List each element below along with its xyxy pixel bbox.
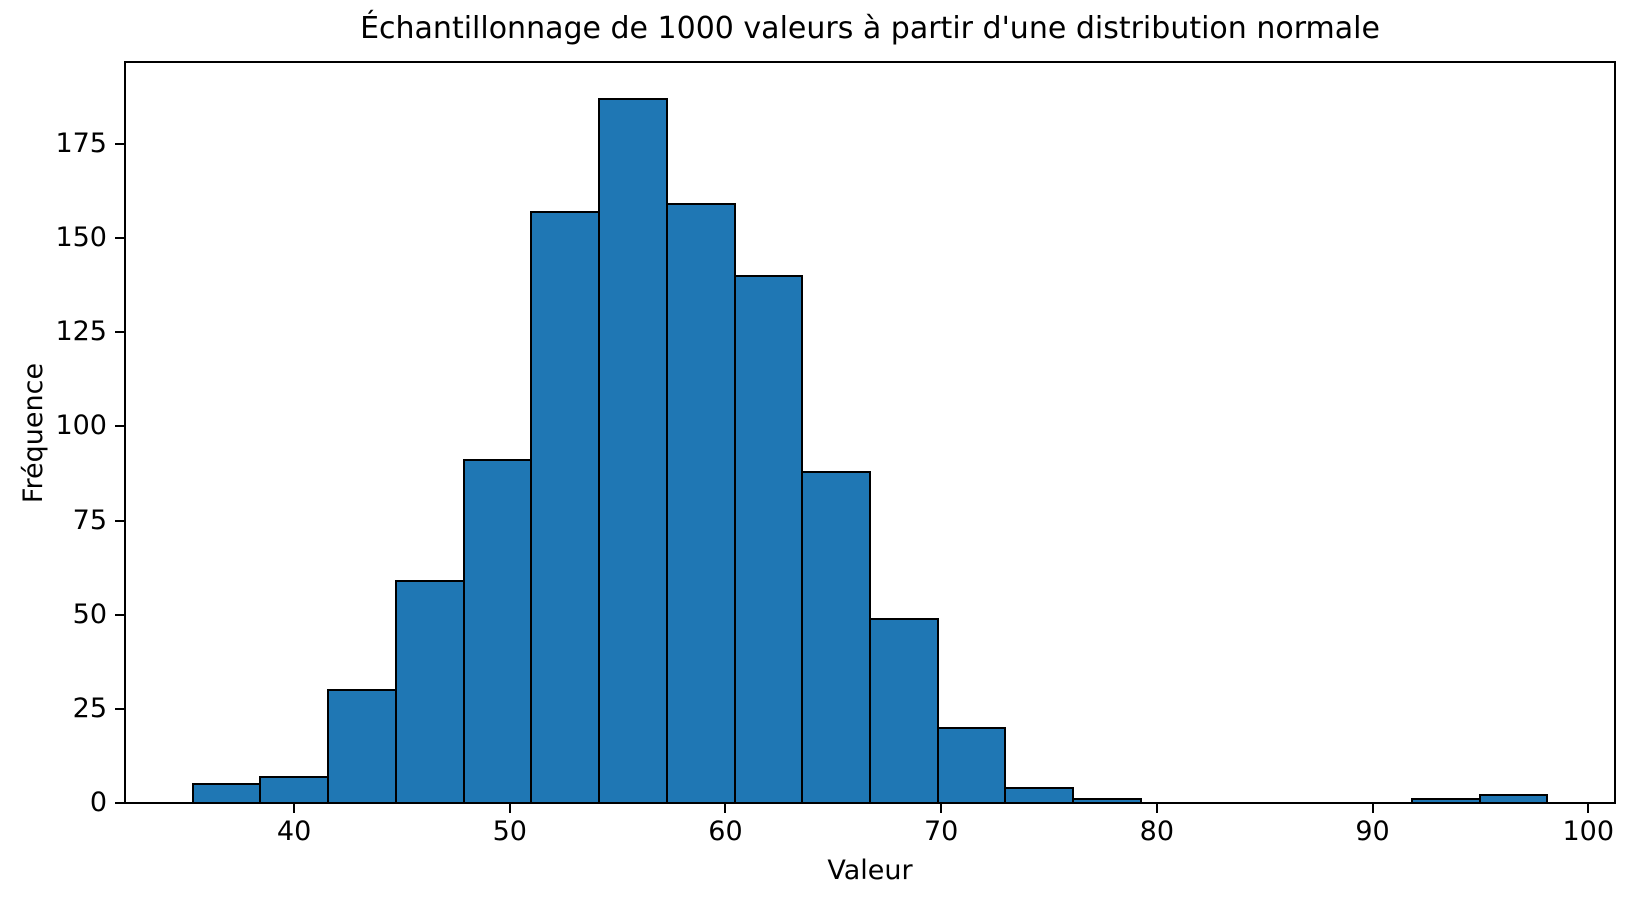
x-tick-mark bbox=[508, 804, 511, 813]
x-tick-label: 50 bbox=[492, 816, 527, 847]
y-tick-label: 125 bbox=[55, 316, 107, 348]
histogram-bar bbox=[665, 203, 736, 804]
x-tick-label: 100 bbox=[1562, 816, 1615, 847]
histogram-bar bbox=[394, 579, 465, 804]
y-tick-mark bbox=[115, 237, 124, 240]
y-tick-mark bbox=[115, 143, 124, 146]
histogram-bar bbox=[327, 689, 397, 804]
x-tick-mark bbox=[293, 804, 296, 813]
x-tick-mark bbox=[940, 804, 943, 813]
histogram-bar bbox=[733, 274, 804, 804]
histogram-bar bbox=[936, 726, 1007, 804]
histogram-bar bbox=[598, 97, 668, 804]
x-tick-label: 90 bbox=[1355, 816, 1390, 847]
y-tick-mark bbox=[115, 519, 124, 522]
y-tick-mark bbox=[115, 707, 124, 710]
x-tick-mark bbox=[1155, 804, 1158, 813]
histogram-bar bbox=[530, 210, 601, 804]
x-axis-label: Valeur bbox=[827, 855, 913, 886]
x-tick-mark bbox=[1587, 804, 1590, 813]
y-tick-mark bbox=[115, 425, 124, 428]
histogram-bar bbox=[462, 459, 533, 804]
x-tick-label: 70 bbox=[923, 816, 959, 847]
histogram-bar bbox=[1410, 798, 1481, 804]
y-tick-label: 175 bbox=[55, 128, 107, 160]
y-tick-mark bbox=[115, 802, 124, 804]
histogram-bar bbox=[1072, 798, 1142, 804]
histogram-bar bbox=[801, 470, 871, 804]
histogram-bar bbox=[259, 775, 330, 804]
y-tick-label: 150 bbox=[55, 222, 107, 254]
y-tick-mark bbox=[115, 613, 124, 616]
x-tick-label: 80 bbox=[1139, 816, 1175, 847]
y-tick-label: 75 bbox=[72, 504, 107, 536]
y-tick-label: 100 bbox=[55, 410, 107, 442]
y-tick-mark bbox=[115, 331, 124, 334]
y-axis-label: Fréquence bbox=[18, 362, 49, 504]
chart-title: Échantillonnage de 1000 valeurs à partir… bbox=[360, 11, 1380, 46]
y-tick-label: 25 bbox=[72, 692, 107, 724]
histogram-bar bbox=[1004, 786, 1075, 804]
histogram-bar bbox=[869, 617, 939, 804]
y-tick-label: 50 bbox=[72, 598, 107, 630]
y-tick-label: 0 bbox=[89, 787, 107, 818]
histogram-bar bbox=[191, 783, 262, 804]
x-tick-mark bbox=[724, 804, 727, 813]
histogram-bar bbox=[1478, 794, 1549, 804]
x-tick-label: 60 bbox=[708, 816, 743, 847]
x-tick-label: 40 bbox=[276, 816, 312, 847]
x-tick-mark bbox=[1371, 804, 1374, 813]
